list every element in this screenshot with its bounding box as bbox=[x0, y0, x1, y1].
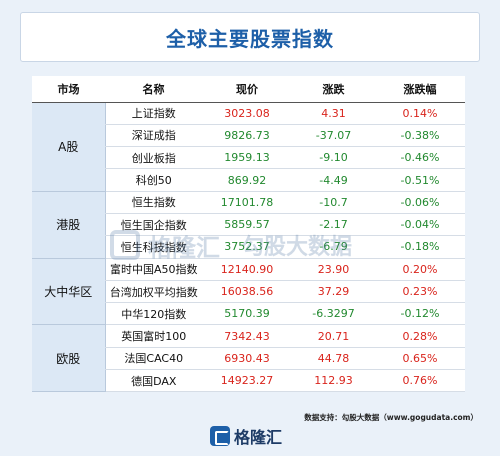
table-row: 台湾加权平均指数 16038.56 37.29 0.23% bbox=[32, 280, 465, 304]
pct-cell: 0.76% bbox=[375, 369, 465, 393]
pct-cell: -0.38% bbox=[375, 124, 465, 148]
change-cell: 37.29 bbox=[292, 280, 375, 304]
table-row: 欧股 英国富时100 7342.43 20.71 0.28% bbox=[32, 324, 465, 393]
change-cell: -6.3297 bbox=[292, 302, 375, 326]
pct-cell: 0.14% bbox=[375, 102, 465, 125]
index-name: 英国富时100 bbox=[104, 324, 202, 348]
price-cell: 9826.73 bbox=[202, 124, 292, 148]
data-source-note: 数据支持：勾股大数据（www.gogudata.com） bbox=[304, 413, 478, 422]
table-row: 中华120指数 5170.39 -6.3297 -0.12% bbox=[32, 302, 465, 326]
price-cell: 869.92 bbox=[202, 168, 292, 192]
header-name: 名称 bbox=[105, 76, 202, 103]
table-row: 恒生国企指数 5859.57 -2.17 -0.04% bbox=[32, 213, 465, 237]
price-cell: 5859.57 bbox=[202, 213, 292, 237]
table-row: 港股 恒生指数 17101.78 -10.7 -0.06% bbox=[32, 191, 465, 259]
title-card: 全球主要股票指数 bbox=[20, 12, 480, 62]
change-cell: 112.93 bbox=[292, 369, 375, 393]
price-cell: 14923.27 bbox=[202, 369, 292, 393]
change-cell: 44.78 bbox=[292, 347, 375, 371]
price-cell: 3752.37 bbox=[202, 235, 292, 259]
index-name: 上证指数 bbox=[104, 102, 202, 125]
page-title: 全球主要股票指数 bbox=[166, 26, 334, 51]
price-cell: 16038.56 bbox=[202, 280, 292, 304]
table-row: A股 上证指数 3023.08 4.31 0.14% bbox=[32, 102, 465, 192]
footer-logo: 格隆汇 bbox=[210, 424, 282, 448]
index-name: 创业板指 bbox=[104, 146, 202, 170]
pct-cell: -0.06% bbox=[375, 191, 465, 214]
index-name: 德国DAX bbox=[104, 369, 202, 393]
change-cell: -6.79 bbox=[292, 235, 375, 259]
market-cell: 欧股 bbox=[32, 324, 105, 393]
pct-cell: 0.65% bbox=[375, 347, 465, 371]
table-row: 科创50 869.92 -4.49 -0.51% bbox=[32, 168, 465, 192]
pct-cell: 0.20% bbox=[375, 258, 465, 281]
index-name: 恒生指数 bbox=[104, 191, 202, 214]
pct-cell: -0.46% bbox=[375, 146, 465, 170]
market-cell: A股 bbox=[32, 102, 105, 192]
header-change: 涨跌 bbox=[292, 76, 375, 103]
index-name: 法国CAC40 bbox=[104, 347, 202, 371]
header-pct: 涨跌幅 bbox=[375, 76, 465, 103]
change-cell: -10.7 bbox=[292, 191, 375, 214]
table-row: 法国CAC40 6930.43 44.78 0.65% bbox=[32, 347, 465, 371]
price-cell: 6930.43 bbox=[202, 347, 292, 371]
table-row: 恒生科技指数 3752.37 -6.79 -0.18% bbox=[32, 235, 465, 259]
index-table-wrap: 市场 名称 现价 涨跌 涨跌幅 A股 上证指数 3023.08 4.31 0.14% 深证… bbox=[32, 76, 465, 393]
price-cell: 7342.43 bbox=[202, 324, 292, 348]
table-body: A股 上证指数 3023.08 4.31 0.14% 深证成指 9826.73 -37.07-… bbox=[32, 102, 465, 393]
change-cell: -2.17 bbox=[292, 213, 375, 237]
pct-cell: -0.18% bbox=[375, 235, 465, 259]
change-cell: -37.07 bbox=[292, 124, 375, 148]
table-row: 创业板指 1959.13 -9.10 -0.46% bbox=[32, 146, 465, 170]
index-name: 深证成指 bbox=[104, 124, 202, 148]
change-cell: -9.10 bbox=[292, 146, 375, 170]
index-name: 富时中国A50指数 bbox=[104, 258, 202, 281]
change-cell: -4.49 bbox=[292, 168, 375, 192]
table-row: 深证成指 9826.73 -37.07 -0.38% bbox=[32, 124, 465, 148]
change-cell: 4.31 bbox=[292, 102, 375, 125]
pct-cell: -0.51% bbox=[375, 168, 465, 192]
table-row: 德国DAX 14923.27 112.93 0.76% bbox=[32, 369, 465, 393]
header-market: 市场 bbox=[32, 76, 105, 103]
price-cell: 5170.39 bbox=[202, 302, 292, 326]
price-cell: 12140.90 bbox=[202, 258, 292, 281]
index-table: 市场 名称 现价 涨跌 涨跌幅 A股 上证指数 3023.08 4.31 0.14% 深证… bbox=[32, 76, 465, 393]
price-cell: 17101.78 bbox=[202, 191, 292, 214]
header-price: 现价 bbox=[202, 76, 292, 103]
price-cell: 3023.08 bbox=[202, 102, 292, 125]
index-name: 恒生国企指数 bbox=[104, 213, 202, 237]
price-cell: 1959.13 bbox=[202, 146, 292, 170]
pct-cell: -0.12% bbox=[375, 302, 465, 326]
change-cell: 20.71 bbox=[292, 324, 375, 348]
market-cell: 大中华区 bbox=[32, 258, 105, 326]
brand-logo-icon bbox=[210, 426, 230, 446]
table-row: 大中华区 富时中国A50指数 12140.90 23.90 0.20% bbox=[32, 258, 465, 326]
pct-cell: 0.28% bbox=[375, 324, 465, 348]
index-name: 恒生科技指数 bbox=[104, 235, 202, 259]
market-cell: 港股 bbox=[32, 191, 105, 259]
change-cell: 23.90 bbox=[292, 258, 375, 281]
table-header-row: 市场 名称 现价 涨跌 涨跌幅 bbox=[32, 76, 465, 103]
pct-cell: -0.04% bbox=[375, 213, 465, 237]
index-name: 科创50 bbox=[104, 168, 202, 192]
index-name: 台湾加权平均指数 bbox=[104, 280, 202, 304]
index-name: 中华120指数 bbox=[104, 302, 202, 326]
pct-cell: 0.23% bbox=[375, 280, 465, 304]
footer-brand: 格隆汇 bbox=[234, 428, 283, 447]
